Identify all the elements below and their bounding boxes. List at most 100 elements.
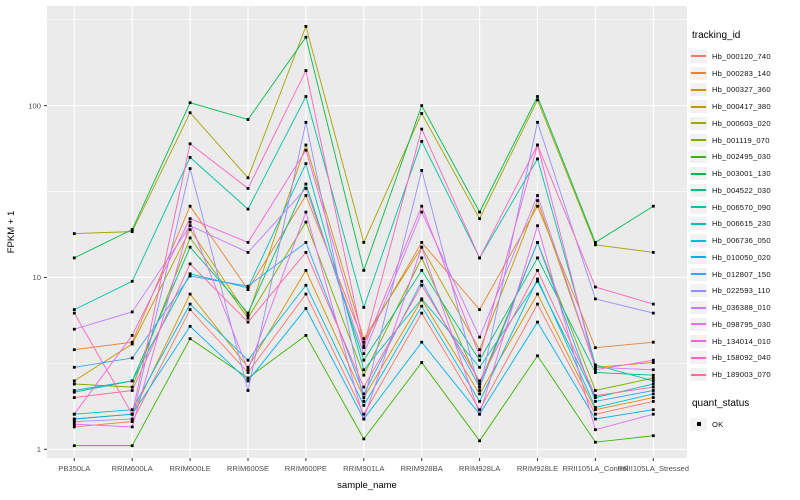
quant-legend-items: OK bbox=[690, 416, 798, 433]
legend-item: Hb_022593_110 bbox=[690, 283, 798, 300]
data-point bbox=[478, 348, 481, 352]
legend-item: Hb_006736_050 bbox=[690, 232, 798, 249]
data-point bbox=[130, 279, 134, 283]
x-tick-label: RRIM600PE bbox=[285, 464, 327, 473]
data-point bbox=[536, 120, 539, 124]
legend-key-line bbox=[691, 340, 706, 343]
data-point bbox=[420, 283, 424, 287]
data-point bbox=[594, 346, 597, 350]
data-point bbox=[362, 306, 366, 309]
data-point bbox=[246, 207, 250, 211]
x-tick-label: PB350LA bbox=[58, 464, 91, 473]
data-point bbox=[420, 245, 424, 249]
legend-key-swatch bbox=[690, 317, 707, 331]
legend-key-line bbox=[691, 239, 706, 242]
data-point bbox=[246, 311, 250, 315]
data-point bbox=[72, 420, 76, 423]
data-point bbox=[420, 241, 424, 244]
data-point bbox=[246, 187, 250, 190]
y-tick-label: 1 bbox=[37, 445, 41, 454]
data-point bbox=[651, 340, 655, 344]
data-point bbox=[246, 314, 250, 317]
legend-key-line bbox=[691, 189, 706, 192]
data-point bbox=[362, 400, 366, 403]
data-point bbox=[188, 167, 192, 170]
data-point bbox=[594, 243, 597, 247]
data-point bbox=[304, 307, 308, 310]
legend-item: Hb_000120_740 bbox=[690, 48, 798, 65]
data-point bbox=[72, 308, 76, 311]
data-point bbox=[188, 274, 192, 278]
data-point bbox=[478, 354, 481, 358]
legend-key-line bbox=[691, 72, 706, 75]
data-point bbox=[362, 352, 366, 356]
legend-key-line bbox=[691, 139, 706, 142]
data-point bbox=[130, 342, 134, 346]
data-point bbox=[420, 269, 424, 272]
data-point bbox=[188, 302, 192, 306]
data-point bbox=[362, 346, 366, 350]
legend-key-line bbox=[691, 55, 706, 58]
data-point bbox=[536, 241, 539, 244]
data-point bbox=[304, 148, 308, 152]
data-point bbox=[188, 292, 192, 296]
data-point bbox=[188, 204, 192, 208]
data-point bbox=[651, 376, 655, 380]
legend-item-label: Hb_002495_030 bbox=[712, 152, 771, 162]
data-point bbox=[72, 390, 76, 394]
data-point bbox=[651, 400, 655, 403]
data-point bbox=[478, 379, 481, 383]
data-point bbox=[304, 269, 308, 272]
data-point bbox=[362, 368, 366, 372]
legend-key-swatch bbox=[690, 133, 707, 147]
data-point bbox=[304, 25, 308, 28]
data-point bbox=[651, 373, 655, 377]
legend-item: Hb_000327_360 bbox=[690, 82, 798, 99]
data-point bbox=[536, 204, 539, 208]
legend-key-swatch bbox=[690, 301, 707, 315]
data-point bbox=[188, 272, 192, 276]
data-point bbox=[594, 408, 597, 412]
legend-item: Hb_036388_010 bbox=[690, 299, 798, 316]
legend-key-line bbox=[691, 155, 706, 158]
legend-item-label: Hb_134014_010 bbox=[712, 336, 771, 346]
data-point bbox=[478, 256, 481, 260]
legend-key-line bbox=[691, 273, 706, 276]
data-point bbox=[246, 251, 250, 254]
data-point bbox=[362, 358, 366, 362]
data-point bbox=[536, 194, 539, 197]
data-point bbox=[246, 379, 250, 383]
data-point bbox=[304, 220, 308, 224]
data-point bbox=[246, 118, 250, 121]
legend-key-line bbox=[691, 222, 706, 225]
data-point bbox=[130, 310, 134, 314]
legend-item-label: Hb_001119_070 bbox=[712, 135, 770, 145]
data-point bbox=[72, 412, 76, 416]
data-point bbox=[651, 361, 655, 364]
data-point bbox=[304, 182, 308, 186]
legend-key-swatch bbox=[690, 284, 707, 298]
legend-item-label: Hb_012807_150 bbox=[712, 269, 771, 279]
data-point bbox=[72, 396, 76, 399]
data-point bbox=[362, 437, 366, 441]
data-point bbox=[594, 394, 597, 398]
data-point bbox=[188, 236, 192, 240]
data-point bbox=[594, 428, 597, 432]
data-point bbox=[651, 368, 655, 372]
data-point bbox=[536, 143, 539, 147]
data-point bbox=[594, 406, 597, 409]
data-point bbox=[130, 417, 134, 421]
data-point bbox=[304, 241, 308, 244]
data-point bbox=[478, 308, 481, 311]
data-point bbox=[130, 379, 134, 383]
data-point bbox=[478, 408, 481, 412]
data-point bbox=[420, 340, 424, 344]
data-point bbox=[72, 379, 76, 383]
data-point bbox=[188, 220, 192, 224]
quant-item-label: OK bbox=[712, 419, 724, 429]
legend-key-line bbox=[691, 122, 706, 125]
legend-key-swatch bbox=[690, 368, 707, 382]
data-point bbox=[188, 245, 192, 249]
data-point bbox=[651, 385, 655, 389]
